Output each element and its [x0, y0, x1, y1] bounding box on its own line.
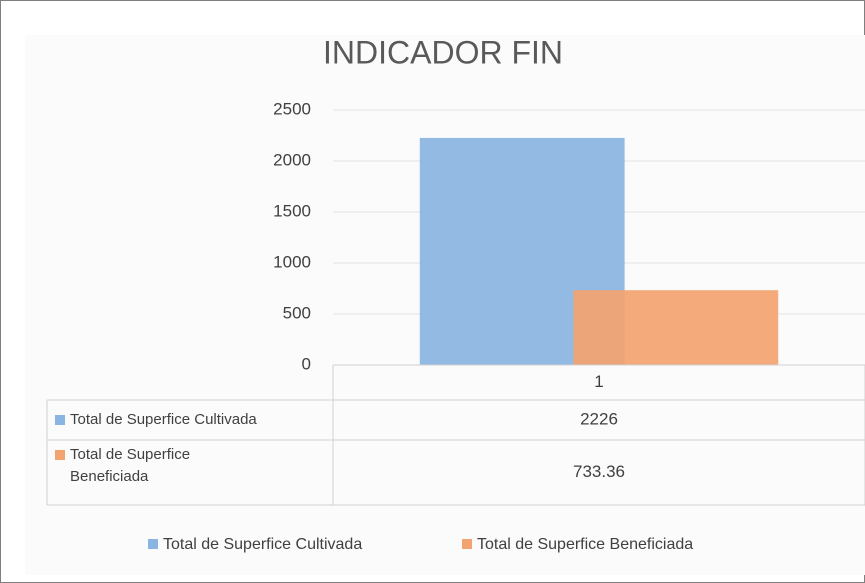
y-tick-label: 1000: [273, 252, 311, 271]
x-tick-label: 1: [594, 372, 603, 391]
legend-label: Total de Superfice Cultivada: [163, 536, 362, 553]
table-legend-key: [55, 415, 65, 425]
table-value: 2226: [580, 409, 618, 428]
legend-key: [462, 539, 472, 549]
y-tick-label: 2000: [273, 150, 311, 169]
table-legend-key: [55, 450, 65, 460]
table-row-label: Total de Superfice Beneficiada: [70, 446, 191, 485]
y-tick-label: 500: [283, 303, 311, 322]
chart-title: INDICADOR FIN: [323, 34, 563, 70]
y-tick-label: 0: [302, 354, 311, 373]
y-tick-label: 2500: [273, 99, 311, 118]
bar: [573, 290, 779, 365]
table-value: 733.36: [573, 462, 625, 481]
table-row-label: Total de Superfice Cultivada: [70, 411, 257, 428]
legend-key: [148, 539, 158, 549]
legend-label: Total de Superfice Beneficiada: [477, 536, 693, 553]
y-tick-label: 1500: [273, 201, 311, 220]
